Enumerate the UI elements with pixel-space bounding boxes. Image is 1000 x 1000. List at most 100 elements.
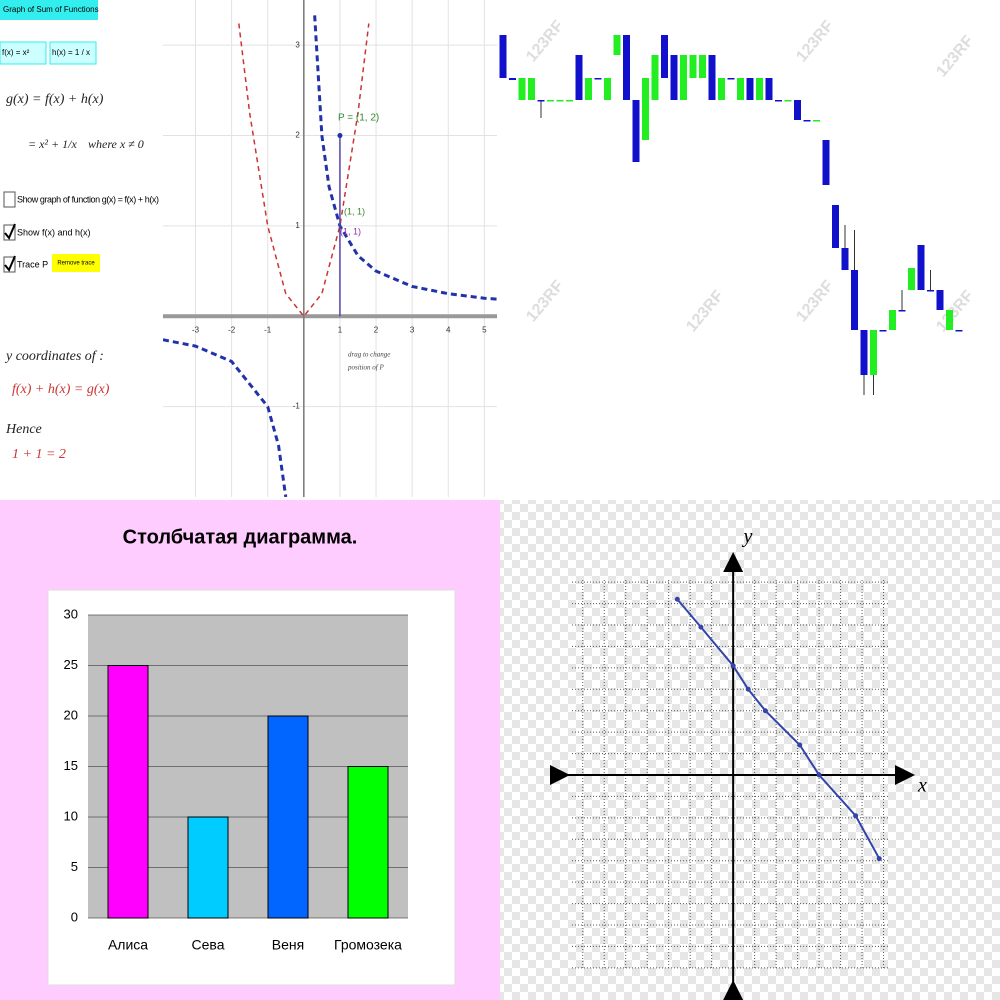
y-tick-label: 2 (295, 131, 300, 140)
candle-body (623, 35, 630, 100)
line-point (698, 624, 704, 630)
checkbox[interactable] (3, 256, 16, 273)
x-tick-label: 1 (338, 325, 343, 334)
x-tick-label: 3 (410, 325, 415, 334)
candle-body (794, 100, 801, 120)
y-tick-label: 3 (295, 40, 300, 49)
candle-body (775, 100, 782, 102)
bar (347, 766, 389, 919)
function-curve (238, 23, 370, 318)
candle-body (955, 330, 963, 332)
check-mark (4, 255, 16, 272)
x-tick-label: -3 (192, 325, 200, 334)
input-box[interactable] (0, 41, 47, 65)
candle-body (575, 55, 583, 100)
candle-body (870, 330, 877, 375)
candle-body (661, 35, 668, 78)
title: Graph of Sum of Functions (3, 5, 99, 14)
x-tick-label: Громозека (334, 937, 402, 953)
candle-body (822, 140, 830, 185)
candle-body (803, 120, 811, 122)
button-label: Remove trace (57, 261, 95, 267)
y-tick-label: 1 (295, 221, 300, 230)
line-point (745, 686, 751, 692)
x-tick-label: 4 (446, 325, 451, 334)
y-tick-label: 30 (64, 606, 78, 621)
candle-body (585, 78, 592, 100)
candle-body (784, 100, 792, 102)
y-tick-label: 20 (64, 707, 78, 722)
annotation: (1, 1) (340, 226, 361, 236)
candle-body (898, 310, 906, 312)
note: Hence (5, 422, 42, 437)
candle-body (917, 245, 925, 290)
candle-body (594, 78, 602, 80)
y-tick-label: 5 (71, 859, 78, 874)
line-point (853, 813, 859, 819)
check-mark (4, 223, 16, 240)
x-tick-label: Веня (272, 937, 304, 953)
candle-body (518, 78, 526, 100)
candle-body (547, 100, 554, 102)
candle-body (879, 330, 887, 332)
candle-body (699, 55, 706, 78)
candle-body (651, 55, 659, 100)
button[interactable] (52, 254, 100, 272)
x-tick-label: Алиса (108, 937, 148, 953)
line-point (762, 708, 768, 714)
line-point (797, 742, 803, 748)
annotation: P = (1, 2) (338, 113, 379, 124)
candle-body (946, 310, 953, 330)
y-tick-label: 10 (64, 808, 78, 823)
note: f(x) + h(x) = g(x) (12, 382, 110, 397)
bar (267, 715, 309, 919)
candle-body (756, 78, 763, 100)
bar (187, 816, 229, 919)
formula: g(x) = f(x) + h(x) (6, 92, 104, 107)
candle-body (632, 100, 640, 162)
candle-body (718, 78, 725, 100)
candle-body (680, 55, 687, 100)
candle-body (841, 248, 849, 270)
candle-body (737, 78, 744, 100)
checkbox[interactable] (3, 224, 16, 241)
candle-body (851, 270, 858, 330)
function-curve (163, 15, 497, 497)
line-point (876, 856, 882, 862)
candle-body (642, 78, 649, 140)
candle-body (689, 55, 697, 78)
formula: = x² + 1/x (28, 137, 77, 151)
input-text: f(x) = x² (2, 48, 30, 57)
candle-body (936, 290, 944, 310)
candle-body (528, 78, 535, 100)
input-box[interactable] (49, 41, 97, 65)
annotation: position of P (347, 364, 385, 372)
candle-body (908, 268, 915, 290)
checkbox-label: Trace P (17, 259, 48, 269)
panel-4 (500, 500, 1000, 1000)
candle-body (860, 330, 868, 375)
candle-body (727, 78, 735, 80)
input-text: h(x) = 1 / x (52, 48, 90, 57)
checkbox[interactable] (3, 191, 16, 208)
x-axis-label: x (917, 775, 927, 797)
note: 1 + 1 = 2 (12, 447, 66, 462)
line-point (816, 772, 822, 778)
candle-body (604, 78, 611, 100)
candle-body (765, 78, 773, 100)
y-axis-label: y (742, 526, 753, 548)
line-point (730, 663, 736, 669)
formula: where x ≠ 0 (88, 137, 144, 151)
candle-body (556, 100, 564, 102)
candle-body (566, 100, 573, 102)
panel-1 (0, 0, 500, 500)
x-tick-label: -1 (264, 325, 272, 334)
chart-title: Столбчатая диаграмма. (123, 526, 358, 548)
candle-body (813, 120, 820, 122)
panel-2 (500, 0, 1000, 500)
x-tick-label: Сева (192, 937, 225, 953)
x-tick-label: 5 (482, 325, 487, 334)
x-tick-label: 2 (374, 325, 379, 334)
candle-body (889, 310, 896, 330)
candle-body (746, 78, 754, 100)
